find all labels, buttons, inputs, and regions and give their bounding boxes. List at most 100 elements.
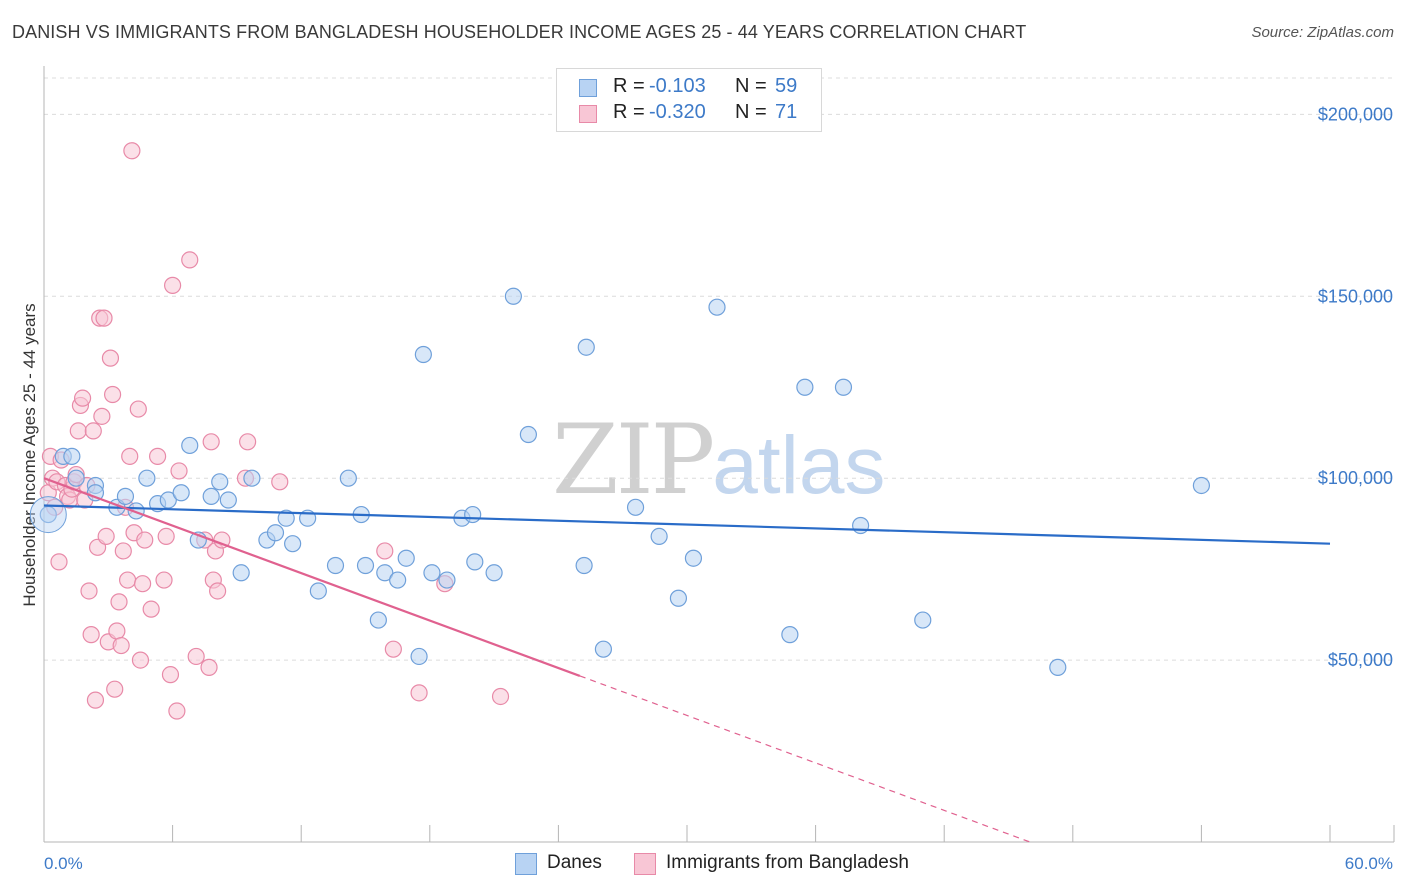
y-tick-label: $50,000 (1328, 650, 1393, 670)
bangladesh-point (129, 400, 147, 418)
bangladesh-point (84, 422, 102, 440)
bangladesh-point (123, 142, 141, 160)
bangladesh-point (148, 447, 167, 465)
danes-point (410, 647, 428, 666)
bangladesh-point (133, 575, 152, 593)
bangladesh-point (112, 636, 130, 655)
chart-source: Source: ZipAtlas.com (1251, 24, 1394, 41)
danes-point (1192, 476, 1211, 495)
danes-point (504, 287, 522, 305)
bangladesh-point (73, 389, 92, 407)
danes-point (577, 338, 595, 356)
bottom-bangladesh-swatch (634, 853, 656, 875)
danes-point (485, 564, 503, 582)
danes-point (669, 589, 688, 607)
bangladesh-point (376, 542, 394, 560)
bangladesh-point (170, 462, 188, 480)
bangladesh-trend-line (43, 477, 581, 677)
bangladesh-r-value: -0.320 (649, 101, 706, 123)
bangladesh-point (491, 687, 510, 706)
danes-point (67, 469, 85, 487)
danes-point (116, 487, 135, 505)
y-axis-label: Householder Income Ages 25 - 44 years (20, 303, 39, 606)
bangladesh-point (202, 433, 220, 451)
danes-point (423, 564, 441, 582)
danes-point (277, 509, 295, 527)
danes-point (1049, 658, 1067, 676)
bangladesh-point (82, 626, 100, 644)
bangladesh-n-value: 71 (775, 101, 798, 123)
danes-point (626, 498, 645, 516)
danes-point (63, 447, 81, 465)
danes-point (781, 626, 799, 644)
y-tick-label: $150,000 (1318, 286, 1393, 306)
bangladesh-point (103, 385, 122, 404)
points-layer (29, 142, 1211, 720)
bangladesh-r-label: R = (613, 101, 645, 123)
danes-point (914, 611, 932, 629)
danes-point (575, 556, 593, 575)
bangladesh-point (101, 349, 120, 367)
bangladesh-point (187, 647, 205, 666)
danes-r-value: -0.103 (649, 75, 706, 97)
danes-point (650, 527, 668, 546)
bangladesh-point (121, 447, 139, 465)
danes-point (243, 469, 261, 487)
danes-point (796, 378, 814, 396)
bangladesh-point (410, 684, 428, 702)
danes-point (389, 571, 407, 589)
bangladesh-point (86, 691, 105, 709)
danes-point (309, 582, 327, 600)
bangladesh-point (168, 702, 186, 720)
bangladesh-point (106, 680, 124, 698)
danes-point (594, 640, 613, 658)
bangladesh-point (209, 582, 227, 600)
danes-point (519, 425, 537, 444)
danes-point (369, 611, 387, 629)
y-tick-label: $200,000 (1318, 104, 1393, 124)
danes-point (284, 535, 302, 553)
danes-cluster-point (29, 496, 67, 534)
danes-trend-line (43, 504, 1331, 545)
danes-point (356, 556, 375, 575)
danes-point (181, 436, 199, 455)
danes-point (834, 378, 853, 396)
y-tick-label: $100,000 (1318, 468, 1393, 488)
bangladesh-point (114, 542, 132, 560)
danes-point (127, 502, 145, 520)
bangladesh-point (271, 473, 289, 491)
x-tick-label-min: 0.0% (44, 854, 83, 873)
danes-point (266, 524, 285, 542)
danes-point (326, 556, 345, 575)
danes-point (219, 491, 237, 509)
watermark-zip: ZIP (552, 404, 715, 516)
bangladesh-point (136, 531, 154, 549)
bangladesh-point (50, 553, 68, 571)
danes-point (376, 564, 394, 582)
danes-swatch (579, 79, 597, 97)
danes-r-label: R = (613, 75, 645, 97)
danes-point (232, 564, 250, 582)
bottom-bangladesh-label: Immigrants from Bangladesh (666, 852, 909, 873)
bangladesh-point (110, 593, 128, 611)
correlation-legend: R = -0.103 N = 59 R = -0.320 N = 71 (556, 68, 822, 132)
danes-point (466, 553, 484, 571)
danes-point (211, 473, 229, 491)
danes-point (684, 549, 703, 567)
bangladesh-point (118, 571, 137, 589)
danes-point (339, 469, 357, 487)
danes-point (708, 298, 726, 316)
bangladesh-point (108, 622, 126, 640)
watermark-atlas: atlas (712, 420, 886, 511)
danes-point (397, 549, 415, 567)
danes-n-value: 59 (775, 75, 798, 97)
danes-point (414, 345, 432, 364)
bangladesh-point (97, 527, 115, 546)
bangladesh-point (155, 571, 173, 589)
bangladesh-trend-line-extension (579, 675, 1031, 843)
bangladesh-point (80, 582, 98, 600)
danes-point (159, 491, 177, 509)
bangladesh-point (142, 600, 160, 618)
bangladesh-point (95, 309, 113, 327)
